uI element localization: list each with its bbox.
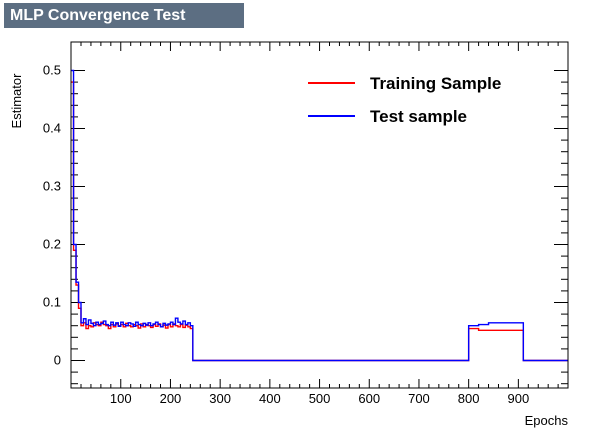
y-tick-label: 0.1	[43, 295, 61, 310]
axis-ticks	[71, 42, 568, 388]
x-tick-label: 100	[110, 391, 132, 406]
x-tick-label: 500	[309, 391, 331, 406]
x-tick-label: 300	[209, 391, 231, 406]
tick-labels: 100 200 300 400 500 600 700 800 900 0 0.1 0.2 0.3 0.4…	[43, 63, 529, 407]
y-tick-label: 0	[54, 353, 61, 368]
legend-label: Training Sample	[370, 74, 501, 93]
x-tick-label: 600	[358, 391, 380, 406]
legend: Training Sample Test sample	[308, 74, 501, 126]
y-tick-label: 0.4	[43, 121, 61, 136]
x-axis-label: Epochs	[525, 413, 569, 428]
legend-label: Test sample	[370, 107, 467, 126]
y-tick-label: 0.2	[43, 237, 61, 252]
x-tick-label: 700	[408, 391, 430, 406]
x-tick-label: 900	[508, 391, 530, 406]
chart-title: MLP Convergence Test	[4, 3, 244, 28]
series-line-0	[71, 81, 568, 362]
y-tick-label: 0.5	[43, 63, 61, 78]
series-layer	[71, 69, 568, 362]
y-tick-label: 0.3	[43, 179, 61, 194]
y-axis-label: Estimator	[9, 73, 24, 129]
x-tick-label: 400	[259, 391, 281, 406]
series-line-1	[71, 69, 568, 362]
x-tick-label: 200	[160, 391, 182, 406]
plot-frame	[70, 41, 569, 389]
x-tick-label: 800	[458, 391, 480, 406]
